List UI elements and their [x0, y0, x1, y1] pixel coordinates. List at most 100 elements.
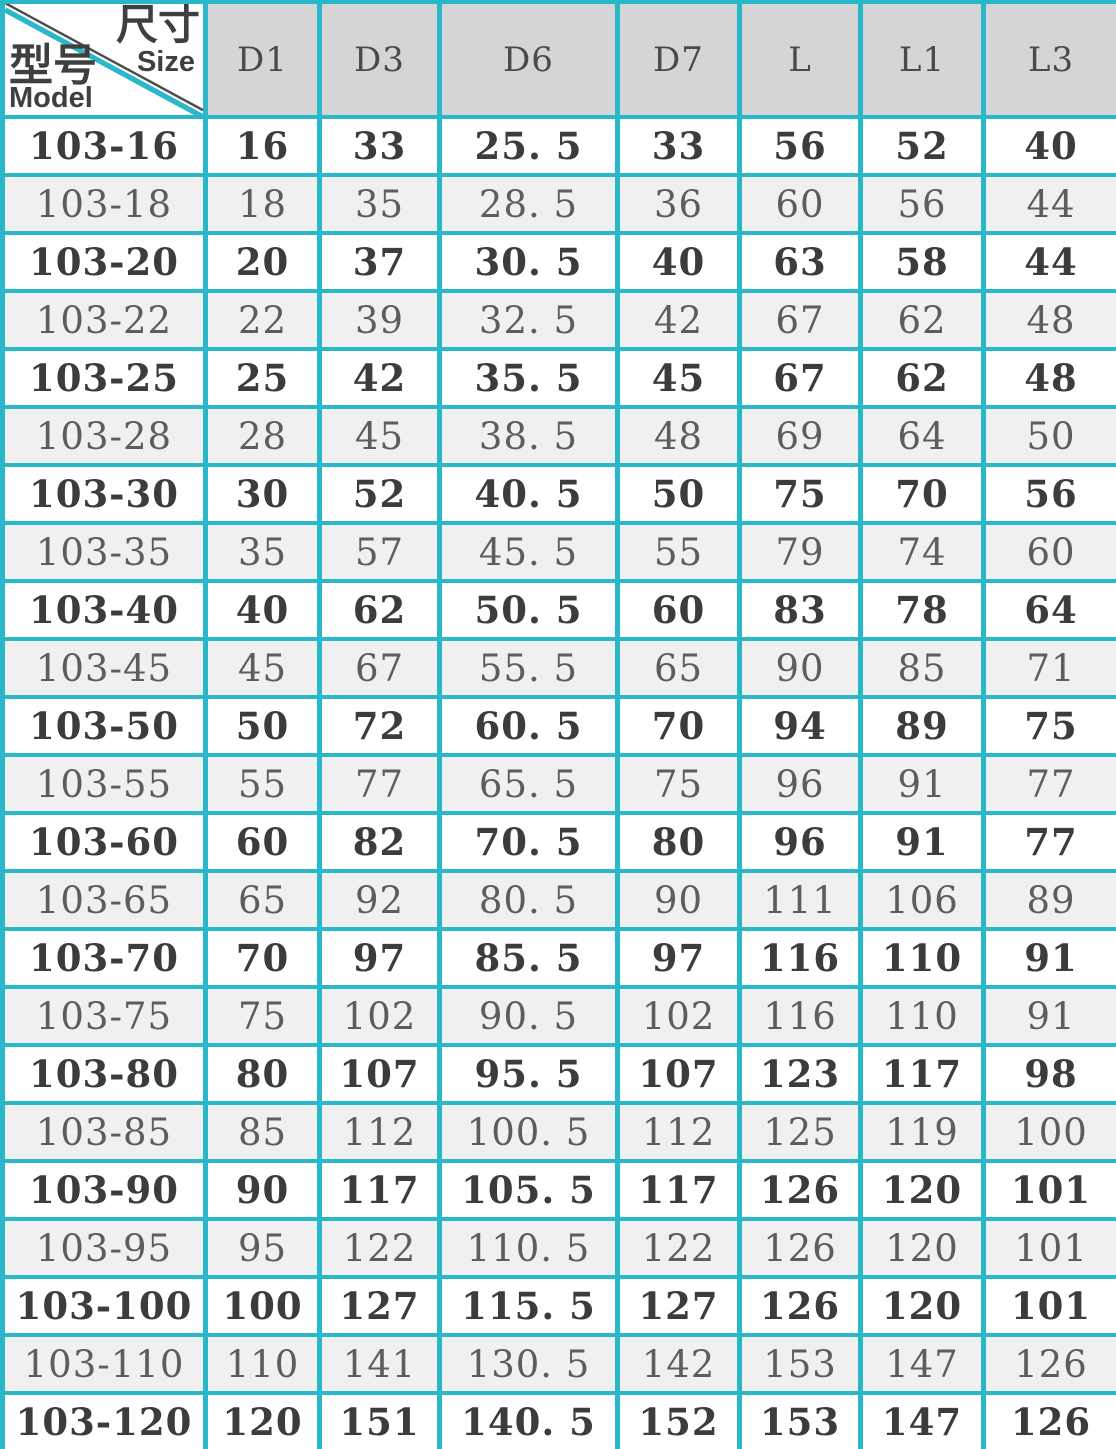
model-label-en: Model: [9, 82, 93, 114]
table-row: 103-22 22 39 32. 5 42 67 62 48: [0, 289, 1116, 351]
value-cell-d7: 117: [615, 1159, 742, 1221]
value-cell-d1: 20: [203, 231, 322, 293]
value-cell-d7: 142: [615, 1333, 742, 1395]
corner-header-cell: 尺寸 Size 型号 Model: [0, 0, 208, 119]
value-cell-d7: 33: [615, 115, 742, 177]
value-cell-d1: 100: [203, 1275, 322, 1337]
value-cell-l3: 64: [981, 579, 1116, 641]
value-cell-l3: 91: [981, 985, 1116, 1047]
value-cell-l: 69: [737, 405, 863, 467]
value-cell-d7: 70: [615, 695, 742, 757]
value-cell-l1: 120: [858, 1217, 986, 1279]
model-cell: 103-95: [0, 1217, 208, 1279]
table-row: 103-50 50 72 60. 5 70 94 89 75: [0, 695, 1116, 757]
value-cell-l3: 44: [981, 173, 1116, 235]
model-label-cn: 型号: [9, 40, 97, 91]
value-cell-d6: 28. 5: [437, 173, 620, 235]
value-cell-d7: 48: [615, 405, 742, 467]
value-cell-l: 75: [737, 463, 863, 525]
table-row: 103-65 65 92 80. 5 90 111 106 89: [0, 869, 1116, 931]
value-cell-d3: 33: [317, 115, 442, 177]
table-row: 103-80 80 107 95. 5 107 123 117 98: [0, 1043, 1116, 1105]
value-cell-l1: 117: [858, 1043, 986, 1105]
value-cell-d3: 97: [317, 927, 442, 989]
table-row: 103-30 30 52 40. 5 50 75 70 56: [0, 463, 1116, 525]
table-row: 103-110 110 141 130. 5 142 153 147 126: [0, 1333, 1116, 1395]
value-cell-d6: 105. 5: [437, 1159, 620, 1221]
table-row: 103-28 28 45 38. 5 48 69 64 50: [0, 405, 1116, 467]
value-cell-d1: 85: [203, 1101, 322, 1163]
value-cell-d1: 80: [203, 1043, 322, 1105]
value-cell-l: 63: [737, 231, 863, 293]
value-cell-d6: 60. 5: [437, 695, 620, 757]
value-cell-l3: 48: [981, 347, 1116, 409]
value-cell-d6: 70. 5: [437, 811, 620, 873]
value-cell-l: 126: [737, 1217, 863, 1279]
value-cell-d7: 97: [615, 927, 742, 989]
value-cell-d6: 95. 5: [437, 1043, 620, 1105]
value-cell-l: 83: [737, 579, 863, 641]
model-cell: 103-18: [0, 173, 208, 235]
model-cell: 103-75: [0, 985, 208, 1047]
value-cell-d6: 32. 5: [437, 289, 620, 351]
model-cell: 103-45: [0, 637, 208, 699]
value-cell-l: 126: [737, 1275, 863, 1337]
value-cell-d6: 45. 5: [437, 521, 620, 583]
value-cell-d1: 55: [203, 753, 322, 815]
value-cell-l: 67: [737, 289, 863, 351]
value-cell-d1: 25: [203, 347, 322, 409]
value-cell-l1: 120: [858, 1275, 986, 1337]
value-cell-d7: 80: [615, 811, 742, 873]
value-cell-d3: 151: [317, 1391, 442, 1449]
value-cell-d6: 25. 5: [437, 115, 620, 177]
value-cell-d7: 112: [615, 1101, 742, 1163]
value-cell-d3: 92: [317, 869, 442, 931]
value-cell-d3: 45: [317, 405, 442, 467]
header-row: 尺寸 Size 型号 Model D1 D3 D6 D7 L L1 L3: [0, 0, 1116, 119]
value-cell-l1: 110: [858, 985, 986, 1047]
value-cell-l3: 89: [981, 869, 1116, 931]
value-cell-d1: 16: [203, 115, 322, 177]
value-cell-d3: 62: [317, 579, 442, 641]
model-cell: 103-22: [0, 289, 208, 351]
value-cell-d7: 102: [615, 985, 742, 1047]
value-cell-l1: 106: [858, 869, 986, 931]
value-cell-d6: 65. 5: [437, 753, 620, 815]
column-header-d3: D3: [317, 0, 442, 119]
table-row: 103-18 18 35 28. 5 36 60 56 44: [0, 173, 1116, 235]
value-cell-l: 94: [737, 695, 863, 757]
value-cell-d7: 36: [615, 173, 742, 235]
value-cell-l3: 40: [981, 115, 1116, 177]
size-label-cn: 尺寸: [115, 2, 200, 49]
value-cell-l: 56: [737, 115, 863, 177]
table-row: 103-75 75 102 90. 5 102 116 110 91: [0, 985, 1116, 1047]
value-cell-l3: 101: [981, 1217, 1116, 1279]
value-cell-d1: 35: [203, 521, 322, 583]
value-cell-l3: 48: [981, 289, 1116, 351]
value-cell-d7: 122: [615, 1217, 742, 1279]
value-cell-l1: 119: [858, 1101, 986, 1163]
value-cell-l3: 75: [981, 695, 1116, 757]
value-cell-l1: 110: [858, 927, 986, 989]
column-header-l3: L3: [981, 0, 1116, 119]
column-header-d6: D6: [437, 0, 620, 119]
value-cell-l1: 74: [858, 521, 986, 583]
value-cell-d6: 30. 5: [437, 231, 620, 293]
value-cell-l1: 52: [858, 115, 986, 177]
value-cell-l3: 71: [981, 637, 1116, 699]
value-cell-d3: 141: [317, 1333, 442, 1395]
value-cell-l1: 56: [858, 173, 986, 235]
value-cell-l: 123: [737, 1043, 863, 1105]
value-cell-d7: 55: [615, 521, 742, 583]
value-cell-d7: 50: [615, 463, 742, 525]
value-cell-l3: 100: [981, 1101, 1116, 1163]
value-cell-d6: 50. 5: [437, 579, 620, 641]
value-cell-d1: 30: [203, 463, 322, 525]
value-cell-d3: 122: [317, 1217, 442, 1279]
value-cell-d1: 95: [203, 1217, 322, 1279]
value-cell-d6: 55. 5: [437, 637, 620, 699]
value-cell-d3: 77: [317, 753, 442, 815]
value-cell-d1: 50: [203, 695, 322, 757]
value-cell-l3: 126: [981, 1391, 1116, 1449]
value-cell-l: 60: [737, 173, 863, 235]
